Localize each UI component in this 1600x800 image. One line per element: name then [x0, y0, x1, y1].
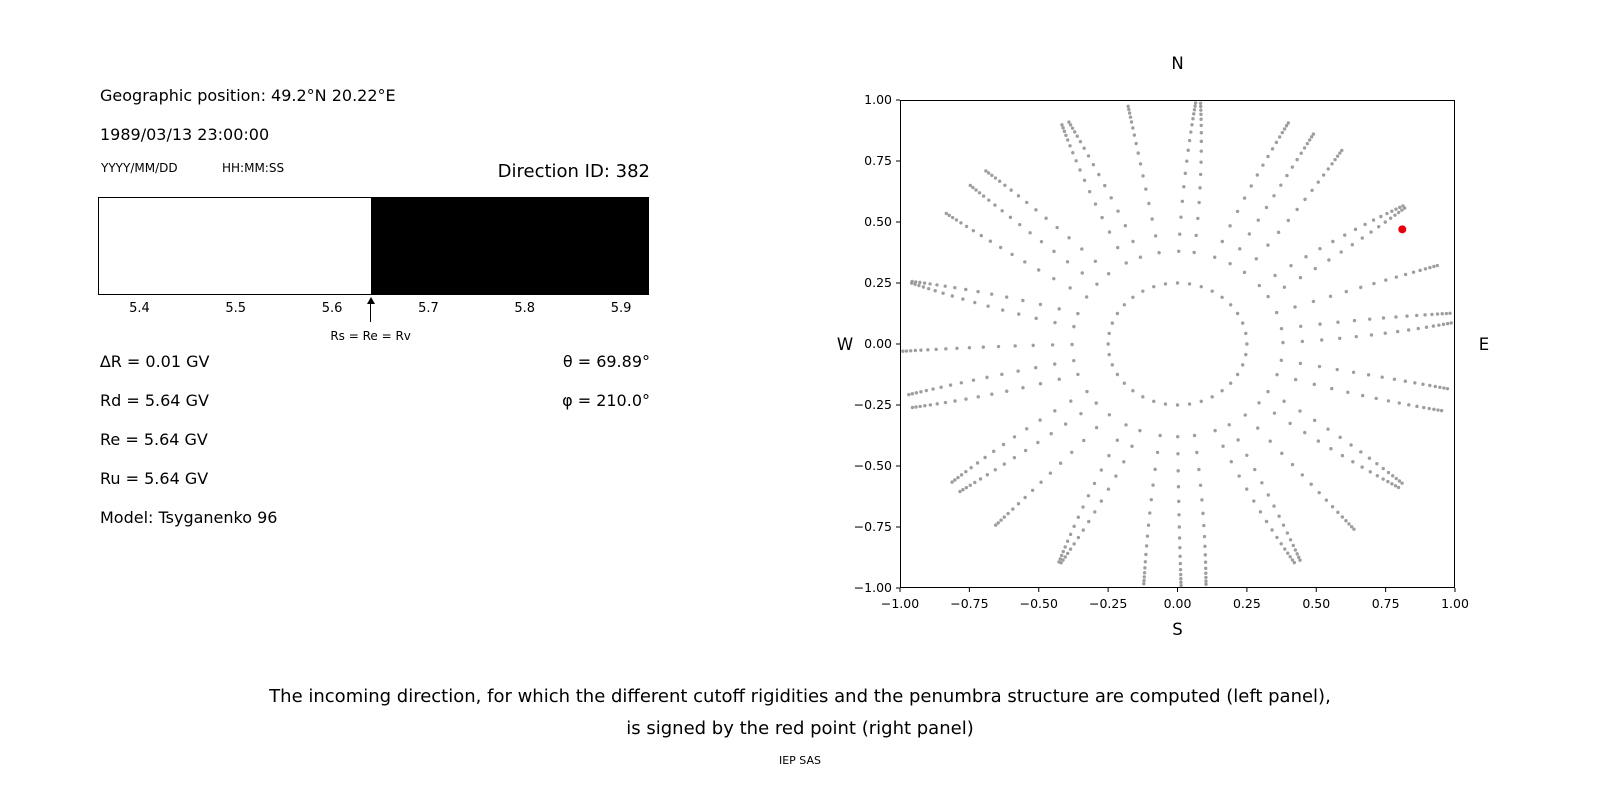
time-format-label: HH:MM:SS: [222, 161, 285, 175]
tick-marks: [896, 99, 1456, 592]
y-tick-label: −0.50: [853, 458, 892, 473]
red-direction-point: [1398, 225, 1407, 234]
param-rd: Rd = 5.64 GV: [100, 391, 209, 410]
model-label: Model: Tsyganenko 96: [100, 508, 278, 527]
penumbra-x-tick-label: 5.4: [129, 301, 150, 316]
credit-label: IEP SAS: [778, 754, 822, 767]
x-tick-label: 0.75: [1371, 596, 1400, 611]
penumbra-x-tick-label: 5.5: [225, 301, 247, 316]
direction-id-label: Direction ID: 382: [497, 161, 650, 182]
x-tick-label: 0.50: [1302, 596, 1331, 611]
param-delta-r: ∆R = 0.01 GV: [100, 352, 210, 371]
penumbra-x-tick-label: 5.7: [418, 301, 439, 316]
direction-scatter-plot: [896, 99, 1456, 592]
x-tick-label: 1.00: [1441, 596, 1469, 611]
x-tick-label: 0.00: [1163, 596, 1192, 611]
y-tick-label: −0.75: [853, 519, 892, 534]
y-tick-label: −1.00: [853, 580, 892, 595]
phi-label: φ = 210.0°: [562, 391, 650, 410]
caption-line-1: The incoming direction, for which the di…: [269, 686, 1331, 707]
y-tick-label: 0.50: [864, 214, 892, 229]
y-tick-label: 1.00: [864, 92, 892, 107]
y-tick-label: 0.25: [864, 275, 892, 290]
date-format-label: YYYY/MM/DD: [101, 161, 178, 175]
penumbra-arrow-label: Rs = Re = Rv: [330, 329, 411, 343]
x-tick-label: 0.25: [1232, 596, 1261, 611]
arrow-head-icon: [366, 297, 375, 304]
plot-frame: [900, 100, 1455, 588]
spoke-dots: [901, 101, 1453, 588]
param-re: Re = 5.64 GV: [100, 430, 208, 449]
y-tick-label: −0.25: [853, 397, 892, 412]
penumbra-plot-area: [98, 197, 649, 295]
penumbra-x-tick-label: 5.9: [610, 301, 632, 316]
compass-label-south: S: [1172, 620, 1183, 639]
x-tick-label: −0.50: [1019, 596, 1058, 611]
geographic-position-label: Geographic position: 49.2°N 20.22°E: [100, 86, 396, 105]
x-tick-label: −1.00: [880, 596, 920, 611]
penumbra-x-tick-label: 5.8: [514, 301, 536, 316]
x-tick-label: −0.25: [1088, 596, 1128, 611]
compass-label-west: W: [836, 335, 854, 354]
arrow-line: [370, 302, 372, 322]
x-tick-label: −0.75: [950, 596, 989, 611]
caption-line-2: is signed by the red point (right panel): [626, 718, 974, 739]
penumbra-chart: Rs = Re = Rv 5.4 5.5 5.6 5.7 5.8 5.9: [98, 197, 649, 343]
compass-label-north: N: [1171, 54, 1184, 73]
datetime-label: 1989/03/13 23:00:00: [100, 125, 270, 144]
param-ru: Ru = 5.64 GV: [100, 469, 209, 488]
y-tick-label: 0.75: [864, 153, 892, 168]
theta-label: θ = 69.89°: [562, 352, 650, 371]
y-tick-label: 0.00: [864, 336, 892, 351]
penumbra-x-tick-label: 5.6: [321, 301, 343, 316]
compass-label-east: E: [1478, 335, 1490, 354]
penumbra-black-band: [370, 198, 648, 294]
